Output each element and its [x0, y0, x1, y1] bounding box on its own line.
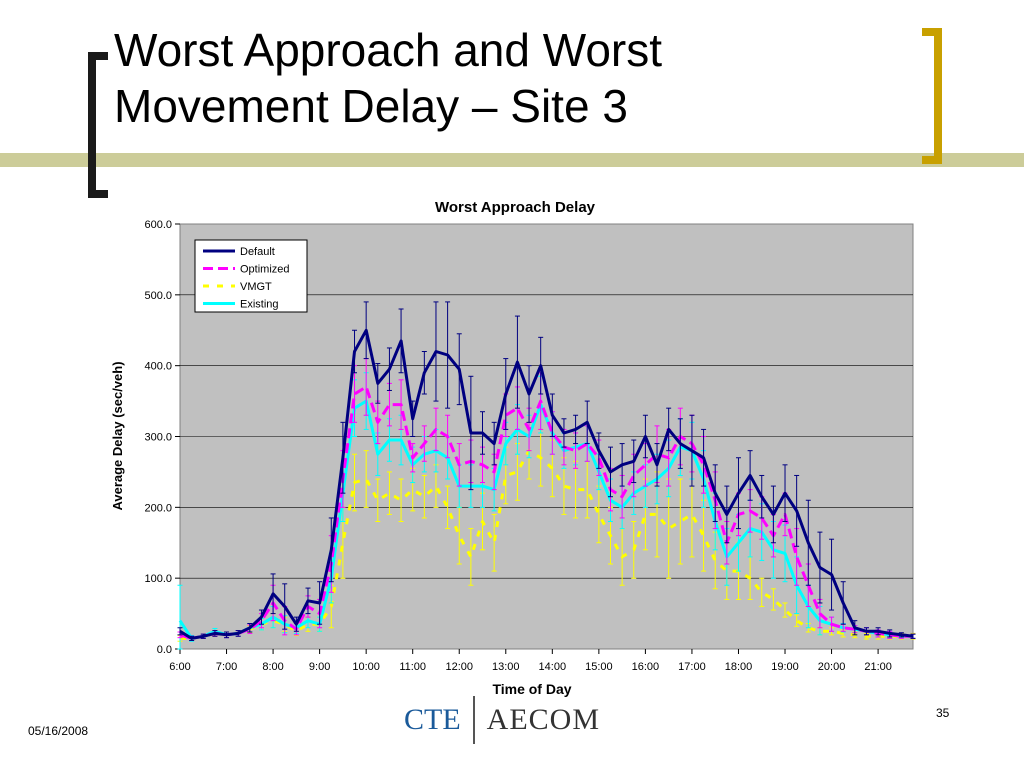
y-axis-ticks: 0.0 100.0 200.0 300.0 400.0 500.0 600.0 — [144, 219, 180, 656]
legend-label: VMGT — [240, 281, 272, 293]
series-line-default — [179, 328, 914, 640]
x-tick-label: 21:00 — [864, 661, 892, 673]
x-tick-label: 15:00 — [585, 661, 613, 673]
y-tick-label: 200.0 — [144, 502, 172, 514]
series-line-optimized — [179, 385, 913, 640]
legend-label: Default — [240, 246, 275, 258]
slide-date: 05/16/2008 — [28, 724, 89, 738]
y-tick-label: 500.0 — [144, 290, 172, 302]
x-tick-label: 14:00 — [539, 661, 567, 673]
x-tick-label: 10:00 — [352, 661, 380, 673]
slide-title-line-2: Movement Delay – Site 3 — [114, 80, 628, 132]
y-tick-label: 400.0 — [144, 361, 172, 373]
legend: Default Optimized VMGT Existing — [194, 239, 308, 313]
y-tick-label: 300.0 — [144, 432, 172, 444]
y-tick-label: 100.0 — [144, 573, 172, 585]
x-tick-label: 13:00 — [492, 661, 520, 673]
logo-aecom-text: AECOM — [486, 703, 601, 736]
page-number: 35 — [936, 706, 950, 720]
x-tick-label: 18:00 — [725, 661, 753, 673]
legend-label: Optimized — [240, 264, 290, 276]
logo-cte-text: CTE — [404, 703, 461, 736]
slide-title-line-1: Worst Approach and Worst — [114, 24, 663, 76]
x-tick-label: 17:00 — [678, 661, 706, 673]
decorative-band — [0, 153, 1024, 167]
x-tick-label: 8:00 — [262, 661, 283, 673]
legend-label: Existing — [240, 299, 279, 311]
x-tick-label: 7:00 — [216, 661, 237, 673]
chart-title: Worst Approach Delay — [435, 199, 596, 216]
x-tick-label: 11:00 — [399, 661, 426, 673]
series-default — [177, 301, 916, 641]
x-tick-label: 9:00 — [309, 661, 330, 673]
left-bracket-decoration — [88, 52, 108, 198]
company-logo: CTE AECOM — [404, 696, 600, 744]
x-tick-label: 20:00 — [818, 661, 846, 673]
y-tick-label: 600.0 — [144, 219, 172, 231]
y-tick-label: 0.0 — [157, 644, 172, 656]
x-tick-label: 12:00 — [445, 661, 473, 673]
worst-approach-delay-chart: Worst Approach Delay 0.0 100.0 200.0 300.0 4… — [110, 199, 916, 697]
series-line-existing — [178, 399, 913, 640]
x-tick-label: 19:00 — [771, 661, 799, 673]
logo-divider — [472, 696, 475, 744]
x-axis-ticks: 6:00 7:00 8:00 9:00 10:00 11:00 12:00 13:00 14:0… — [169, 649, 892, 673]
y-axis-label: Average Delay (sec/veh) — [110, 361, 125, 510]
right-bracket-decoration — [922, 28, 942, 164]
series-layer — [177, 301, 916, 650]
x-axis-label: Time of Day — [492, 681, 571, 697]
slide-title: Worst Approach and Worst Movement Delay … — [114, 22, 914, 134]
x-tick-label: 16:00 — [632, 661, 660, 673]
x-tick-label: 6:00 — [169, 661, 190, 673]
series-line-vmgt — [180, 449, 913, 640]
